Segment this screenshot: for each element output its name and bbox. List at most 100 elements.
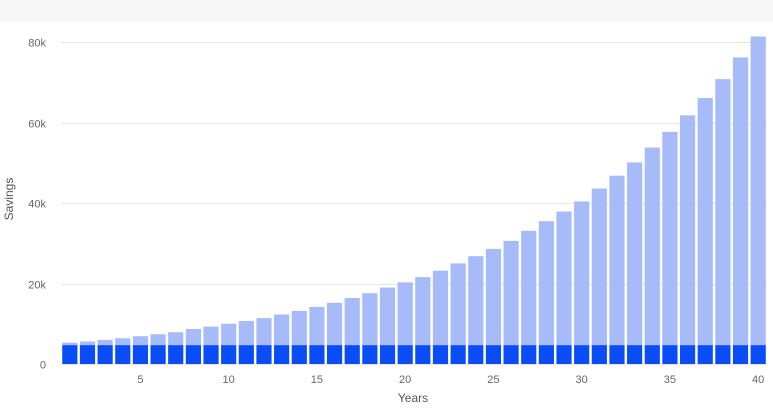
bar-base-segment[interactable]: [574, 345, 590, 364]
bar-growth-segment[interactable]: [644, 147, 660, 346]
bar-base-segment[interactable]: [662, 345, 678, 364]
bar-base-segment[interactable]: [715, 345, 731, 364]
bar-growth-segment[interactable]: [238, 320, 254, 346]
x-tick-label: 30: [576, 374, 588, 386]
bar-base-segment[interactable]: [379, 345, 396, 364]
x-tick-label: 20: [399, 374, 411, 386]
bar-base-segment[interactable]: [309, 345, 325, 364]
y-axis: 0 20k 40k 60k 80k: [28, 38, 46, 372]
y-tick-label: 40k: [28, 199, 46, 211]
bar-growth-segment[interactable]: [256, 318, 272, 346]
bar-growth-segment[interactable]: [362, 293, 378, 346]
bar-base-segment[interactable]: [274, 345, 290, 364]
chart-toolbar-strip: [0, 0, 773, 22]
bar-base-segment[interactable]: [468, 345, 484, 364]
bar-growth-segment[interactable]: [150, 334, 166, 346]
bar-growth-segment[interactable]: [397, 282, 413, 346]
bar-growth-segment[interactable]: [203, 326, 219, 346]
bar-base-segment[interactable]: [538, 345, 554, 364]
bar-base-segment[interactable]: [79, 345, 96, 364]
bar-growth-segment[interactable]: [679, 115, 696, 346]
y-tick-label: 80k: [28, 38, 46, 50]
bar-base-segment[interactable]: [697, 345, 713, 364]
bar-base-segment[interactable]: [168, 345, 184, 364]
y-axis-title: Savings: [2, 178, 16, 221]
bar-growth-segment[interactable]: [627, 162, 643, 346]
bar-base-segment[interactable]: [221, 345, 237, 364]
bar-growth-segment[interactable]: [521, 230, 537, 346]
bar-growth-segment[interactable]: [415, 277, 431, 346]
bar-growth-segment[interactable]: [503, 240, 519, 346]
bar-base-segment[interactable]: [291, 345, 307, 364]
bar-growth-segment[interactable]: [291, 310, 307, 346]
y-tick-label: 60k: [28, 119, 46, 131]
bar-growth-segment[interactable]: [662, 131, 678, 346]
y-tick-label: 0: [40, 360, 46, 372]
bar-growth-segment[interactable]: [221, 323, 237, 346]
x-axis: 5 10 15 20 25 30 35 40: [137, 374, 764, 386]
bar-growth-segment[interactable]: [697, 98, 713, 346]
bar-growth-segment[interactable]: [79, 341, 96, 346]
bar-base-segment[interactable]: [627, 345, 643, 364]
bar-base-segment[interactable]: [591, 345, 607, 364]
bar-base-segment[interactable]: [556, 345, 572, 364]
bar-growth-segment[interactable]: [185, 329, 201, 346]
bar-growth-segment[interactable]: [485, 248, 502, 346]
bar-growth-segment[interactable]: [379, 287, 396, 346]
bar-growth-segment[interactable]: [468, 256, 484, 346]
bar-base-segment[interactable]: [203, 345, 219, 364]
bar-base-segment[interactable]: [732, 345, 749, 364]
bar-base-segment[interactable]: [450, 345, 466, 364]
bar-growth-segment[interactable]: [274, 314, 290, 346]
bar-growth-segment[interactable]: [591, 188, 607, 346]
bar-growth-segment[interactable]: [309, 306, 325, 346]
bar-base-segment[interactable]: [503, 345, 519, 364]
bar-base-segment[interactable]: [150, 345, 166, 364]
bar-growth-segment[interactable]: [115, 338, 131, 346]
y-tick-label: 20k: [28, 280, 46, 292]
bar-base-segment[interactable]: [644, 345, 660, 364]
bar-base-segment[interactable]: [397, 345, 413, 364]
bar-base-segment[interactable]: [97, 345, 113, 364]
x-tick-label: 5: [137, 374, 143, 386]
bar-base-segment[interactable]: [238, 345, 254, 364]
bar-base-segment[interactable]: [521, 345, 537, 364]
bar-base-segment[interactable]: [432, 345, 449, 364]
bar-growth-segment[interactable]: [556, 211, 572, 346]
bar-base-segment[interactable]: [132, 345, 149, 364]
bar-base-segment[interactable]: [62, 345, 78, 364]
bar-growth-segment[interactable]: [62, 342, 78, 346]
bar-base-segment[interactable]: [415, 345, 431, 364]
bar-base-segment[interactable]: [344, 345, 360, 364]
bar-base-segment[interactable]: [485, 345, 502, 364]
bar-growth-segment[interactable]: [609, 175, 625, 346]
bar-growth-segment[interactable]: [450, 263, 466, 346]
bar-growth-segment[interactable]: [715, 79, 731, 346]
bar-growth-segment[interactable]: [97, 339, 113, 346]
x-axis-title: Years: [398, 391, 428, 405]
bar-growth-segment[interactable]: [344, 298, 360, 346]
bar-growth-segment[interactable]: [574, 201, 590, 346]
bar-base-segment[interactable]: [326, 345, 343, 364]
x-tick-label: 40: [752, 374, 764, 386]
bar-growth-segment[interactable]: [168, 332, 184, 346]
bar-base-segment[interactable]: [679, 345, 696, 364]
x-tick-label: 25: [487, 374, 499, 386]
x-tick-label: 15: [311, 374, 323, 386]
bar-growth-segment[interactable]: [326, 302, 343, 346]
bar-growth-segment[interactable]: [132, 336, 149, 346]
bars: [62, 36, 766, 364]
bar-base-segment[interactable]: [362, 345, 378, 364]
bar-growth-segment[interactable]: [432, 270, 449, 346]
bar-base-segment[interactable]: [256, 345, 272, 364]
x-tick-label: 35: [664, 374, 676, 386]
bar-growth-segment[interactable]: [538, 221, 554, 346]
x-tick-label: 10: [223, 374, 235, 386]
bar-base-segment[interactable]: [609, 345, 625, 364]
bar-growth-segment[interactable]: [732, 57, 749, 346]
bar-base-segment[interactable]: [185, 345, 201, 364]
bar-base-segment[interactable]: [750, 345, 766, 364]
bar-base-segment[interactable]: [115, 345, 131, 364]
bar-growth-segment[interactable]: [750, 36, 766, 346]
